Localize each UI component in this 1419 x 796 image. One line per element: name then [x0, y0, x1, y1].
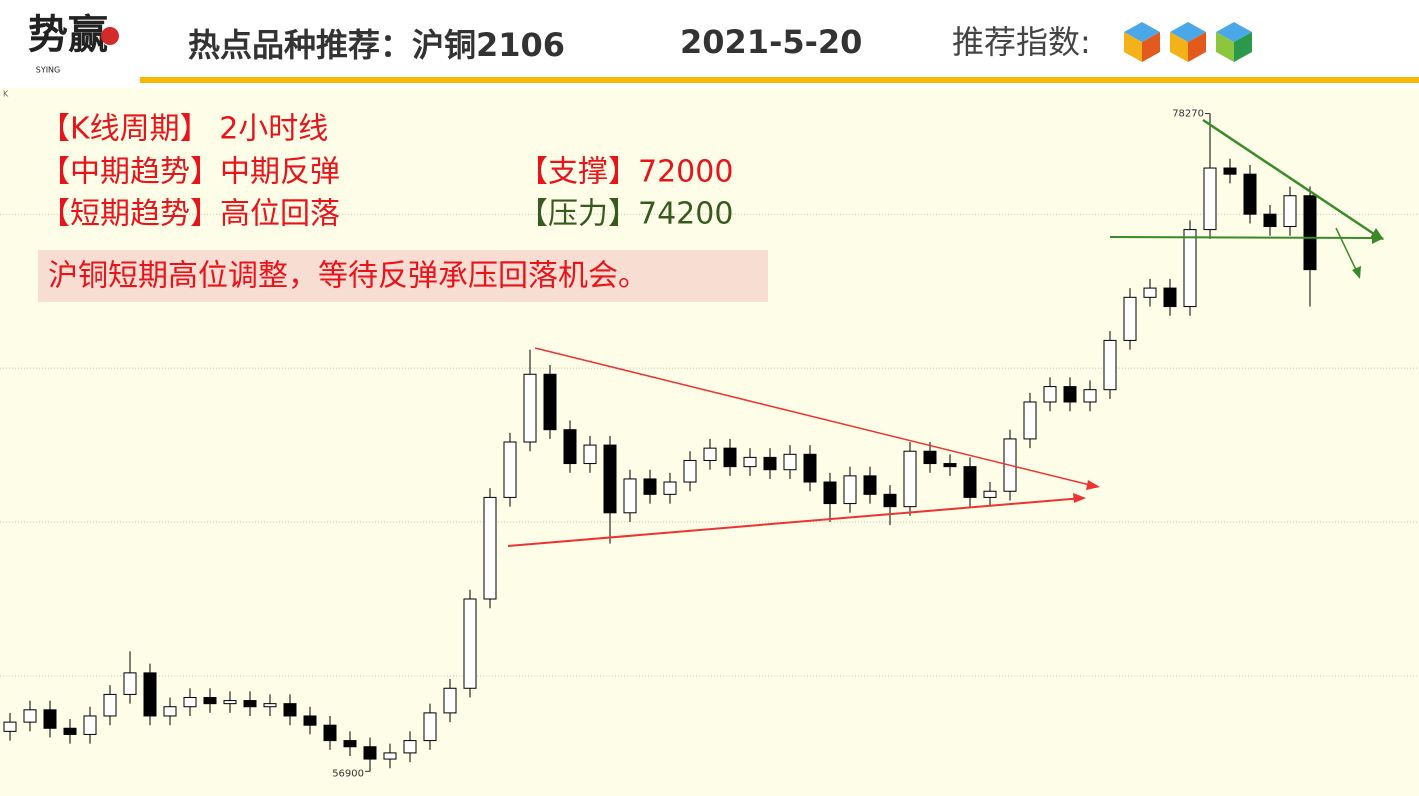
candle-body	[83, 715, 97, 735]
candle-body	[523, 373, 537, 443]
candle-body	[1183, 229, 1197, 308]
candle-body	[1103, 339, 1117, 391]
header-rule	[140, 77, 1419, 83]
short-trend: 【短期趋势】高位回落	[40, 197, 340, 232]
candle-body	[23, 709, 37, 723]
rating-icons	[1124, 22, 1252, 62]
logo: 势赢	[28, 11, 108, 58]
candle-body	[943, 463, 957, 468]
candle-body	[403, 740, 417, 754]
candle-body	[3, 721, 17, 732]
candle-body	[723, 447, 737, 468]
candle-body	[443, 687, 457, 714]
candle-body	[143, 672, 157, 717]
arrow-head	[1073, 493, 1086, 503]
pressure: 【压力】74200	[518, 197, 733, 232]
candle-body	[43, 709, 57, 729]
candle-body	[663, 481, 677, 495]
candle-body	[763, 456, 777, 471]
candle-body	[203, 696, 217, 705]
candle-body	[1123, 296, 1137, 341]
candle-body	[643, 478, 657, 495]
rating-label: 推荐指数:	[952, 23, 1091, 61]
cube-icon	[1170, 22, 1206, 62]
candle-body	[383, 752, 397, 760]
candle-body	[883, 493, 897, 508]
candle-body	[503, 441, 517, 498]
candle-body	[863, 475, 877, 495]
arrow-head	[1352, 266, 1361, 279]
candle-body	[583, 444, 597, 465]
note-background	[38, 250, 768, 302]
candle-body	[423, 712, 437, 742]
logo-seal	[101, 27, 119, 45]
title: 热点品种推荐：沪铜2106	[188, 26, 565, 64]
cube-icon	[1124, 22, 1160, 62]
candle-body	[703, 447, 717, 461]
candle-body	[543, 373, 557, 431]
candle-body	[1043, 386, 1057, 403]
candle-body	[1243, 173, 1257, 215]
candle-body	[823, 481, 837, 505]
price-annotation: 78270	[1172, 109, 1204, 120]
candle-body	[603, 444, 617, 514]
candle-body	[1143, 287, 1157, 298]
candle-body	[103, 693, 117, 717]
candle-body	[563, 429, 577, 465]
candle-body	[263, 703, 277, 708]
candle-body	[223, 700, 237, 705]
cube-icon	[1216, 22, 1252, 62]
candle-body	[283, 703, 297, 717]
candle-body	[1163, 287, 1177, 308]
candle-body	[1263, 213, 1277, 228]
mid-trend: 【中期趋势】中期反弹	[40, 155, 340, 190]
trend-line	[534, 347, 1099, 488]
trend-line	[507, 497, 1084, 547]
candle-body	[1283, 195, 1297, 228]
support: 【支撑】72000	[518, 155, 733, 190]
candle-body	[623, 478, 637, 514]
trend-line	[1109, 236, 1379, 239]
trend-line	[1335, 227, 1359, 275]
trend-lines	[507, 118, 1384, 547]
candle-body	[323, 724, 337, 742]
candle-body	[1223, 167, 1237, 175]
candle-body	[363, 746, 377, 760]
plot: 78270 56900	[0, 109, 1419, 779]
trend-line	[1202, 118, 1381, 240]
candle-body	[963, 466, 977, 498]
candle-body	[923, 450, 937, 465]
corner-label: K	[3, 90, 9, 99]
candle-body	[983, 490, 997, 498]
candle-body	[1023, 401, 1037, 440]
candle-body	[63, 727, 77, 735]
candle-body	[123, 672, 137, 695]
candle-body	[803, 453, 817, 483]
candle-body	[343, 740, 357, 748]
note: 沪铜短期高位调整，等待反弹承压回落机会。	[48, 259, 648, 294]
period: 【K线周期】 2小时线	[40, 112, 328, 147]
candle-body	[183, 696, 197, 708]
candle-body	[783, 453, 797, 471]
arrow-head	[1372, 232, 1384, 244]
candle-body	[463, 598, 477, 689]
candle-body	[243, 700, 257, 708]
candle-body	[903, 450, 917, 508]
price-annotation: 56900	[332, 768, 364, 779]
candle-body	[1303, 195, 1317, 271]
logo-sub: SYING	[36, 66, 61, 75]
candle-body	[303, 715, 317, 726]
date: 2021-5-20	[680, 23, 862, 61]
candle-body	[843, 475, 857, 505]
candle-body	[1063, 386, 1077, 403]
candle-body	[743, 456, 757, 468]
arrow-head	[1086, 480, 1100, 490]
candle-body	[1083, 389, 1097, 403]
candle-body	[483, 496, 497, 600]
candle-body	[1203, 167, 1217, 231]
candle-body	[163, 706, 177, 717]
candle-body	[683, 459, 697, 483]
